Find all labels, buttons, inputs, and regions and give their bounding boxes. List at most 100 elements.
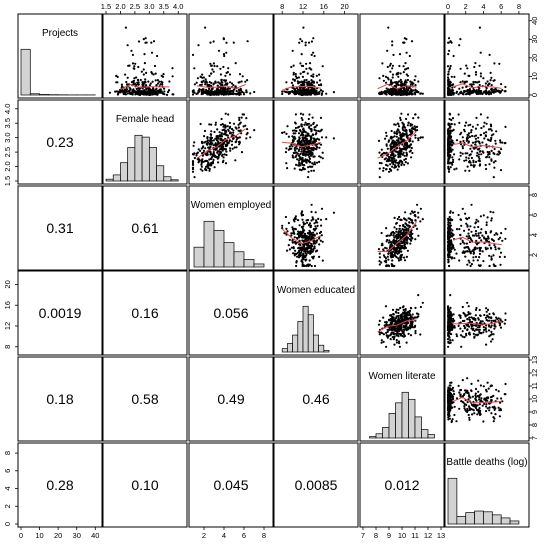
scatter-point — [468, 154, 471, 157]
scatter-point — [447, 334, 450, 337]
smoother-line — [377, 83, 417, 90]
scatter-point — [200, 88, 203, 92]
scatter-point — [455, 139, 459, 142]
scatter-point — [318, 79, 321, 82]
scatter-point — [295, 151, 298, 154]
scatter-point — [395, 72, 398, 75]
scatter-point — [219, 137, 222, 140]
scatter-point — [293, 236, 296, 239]
scatter-point — [395, 329, 398, 332]
scatter-point — [471, 91, 474, 94]
scatter-point — [144, 93, 148, 96]
scatter-point — [294, 249, 297, 252]
scatter-point — [222, 156, 225, 159]
scatter-point — [129, 92, 132, 95]
scatter-point — [474, 222, 477, 225]
scatter-point — [308, 157, 311, 160]
scatter-point — [409, 212, 412, 215]
scatter-point — [153, 64, 157, 68]
scatter-point — [305, 161, 308, 164]
scatter-point — [229, 81, 232, 84]
scatter-point — [378, 77, 381, 80]
scatter-point — [490, 92, 493, 95]
scatter-point — [482, 77, 485, 80]
scatter-point — [310, 237, 313, 241]
scatter-point — [156, 82, 160, 85]
scatter-point — [312, 169, 315, 172]
scatter-point — [493, 166, 496, 169]
scatter-point — [449, 210, 452, 213]
scatter-point — [209, 136, 212, 139]
scatter-point — [380, 339, 383, 342]
scatter-point — [488, 153, 491, 156]
scatter-point — [465, 93, 468, 96]
scatter-point — [314, 133, 317, 136]
panel-frame — [444, 13, 530, 99]
scatter-point — [504, 237, 507, 240]
scatter-point — [470, 131, 473, 134]
scatter-point — [242, 125, 245, 128]
scatter-point — [296, 219, 300, 222]
scatter-point — [395, 227, 398, 231]
scatter-point — [312, 75, 315, 78]
scatter-point — [417, 216, 420, 219]
scatter-point — [226, 71, 229, 74]
scatter-point — [200, 93, 203, 96]
scatter-point — [492, 133, 495, 136]
scatter-point — [497, 89, 500, 92]
scatter-point — [225, 133, 228, 137]
scatter-point — [318, 146, 321, 149]
scatter-point — [414, 219, 417, 222]
scatter-point — [494, 90, 497, 93]
scatter-point — [468, 316, 471, 319]
scatter-point — [475, 116, 478, 119]
scatter-point — [245, 117, 248, 120]
scatter-point — [405, 85, 408, 89]
scatter-point — [389, 154, 393, 157]
scatter-point — [411, 221, 414, 224]
scatter-point — [473, 226, 476, 229]
scatter-point — [449, 339, 452, 342]
scatter-point — [467, 305, 470, 308]
scatter-point — [484, 237, 487, 241]
scatter-point — [120, 85, 124, 88]
scatter-point — [306, 147, 310, 150]
scatter-point — [486, 216, 489, 219]
scatter-point — [302, 239, 306, 242]
scatter-point — [387, 26, 390, 29]
scatter-point — [389, 314, 392, 317]
scatter-point — [209, 84, 213, 87]
scatter-point — [321, 65, 324, 68]
scatter-point — [402, 134, 405, 137]
scatter-point — [193, 176, 196, 179]
scatter-point — [295, 77, 298, 80]
scatter-point — [410, 93, 413, 96]
scatter-point — [490, 138, 493, 141]
scatter-point — [234, 141, 237, 144]
scatter-point — [115, 90, 118, 93]
scatter-point — [468, 135, 471, 138]
scatter-point — [399, 116, 402, 119]
scatter-point — [314, 211, 317, 214]
scatter-point — [394, 310, 398, 313]
scatter-point — [208, 81, 211, 84]
scatter-point — [392, 264, 395, 268]
scatter-point — [392, 316, 395, 319]
scatter-point — [447, 37, 451, 40]
scatter-point — [201, 142, 204, 145]
scatter-point — [297, 159, 301, 162]
scatter-point — [300, 157, 303, 160]
scatter-point — [466, 250, 469, 253]
scatter-point — [487, 235, 490, 238]
scatter-point — [403, 247, 406, 250]
scatter-point — [133, 67, 136, 70]
scatter-point — [294, 113, 297, 116]
scatter-point — [492, 263, 495, 266]
scatter-point — [485, 343, 488, 346]
scatter-point — [161, 75, 165, 78]
scatter-point — [414, 316, 417, 319]
scatter-point — [447, 310, 450, 313]
scatter-point — [286, 167, 289, 170]
scatter-point — [208, 167, 211, 171]
scatter-point — [314, 225, 317, 228]
